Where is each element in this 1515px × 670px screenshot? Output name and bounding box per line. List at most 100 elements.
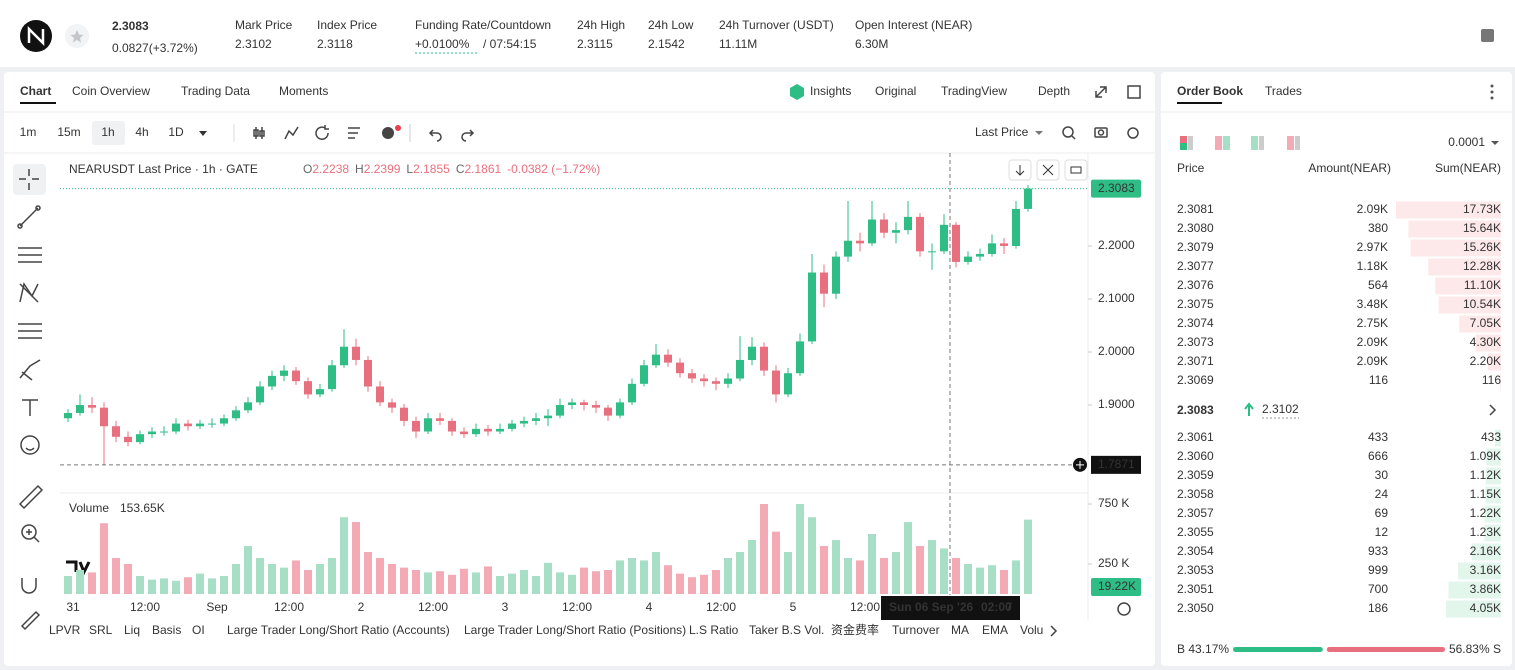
indicator[interactable]: Taker B.S Vol. <box>749 623 824 637</box>
book-price[interactable]: 2.3076 <box>1177 278 1214 292</box>
volume-bar <box>304 570 312 594</box>
book-price[interactable]: 2.3079 <box>1177 240 1214 254</box>
book-price[interactable]: 2.3069 <box>1177 373 1214 387</box>
book-price[interactable]: 2.3053 <box>1177 563 1214 577</box>
depth-bar <box>1438 296 1501 314</box>
book-price[interactable]: 2.3074 <box>1177 316 1214 330</box>
chevron[interactable] <box>1050 625 1058 637</box>
interval[interactable]: 1h <box>101 125 114 139</box>
caret[interactable] <box>1035 131 1043 135</box>
chart-tab[interactable]: Moments <box>279 84 328 98</box>
candle-body <box>148 431 156 435</box>
view-tab[interactable]: Original <box>875 84 916 98</box>
chevron[interactable] <box>1489 404 1497 416</box>
volume-bar <box>952 558 960 594</box>
more-menu[interactable] <box>1490 84 1494 100</box>
book-price[interactable]: 2.3060 <box>1177 449 1214 463</box>
view-tab[interactable]: TradingView <box>941 84 1007 98</box>
book-price[interactable]: 2.3073 <box>1177 335 1214 349</box>
indicator[interactable]: EMA <box>982 623 1008 637</box>
book-tab[interactable]: Order Book <box>1177 84 1243 98</box>
volume-bar <box>436 571 444 594</box>
book-price[interactable]: 2.3057 <box>1177 506 1214 520</box>
indicator[interactable]: LPVR <box>49 623 81 637</box>
indicator[interactable]: Basis <box>152 623 181 637</box>
sell-ratio: 56.83% S <box>1449 642 1501 656</box>
precision[interactable]: 0.0001 <box>1448 135 1485 149</box>
view-tab[interactable]: Depth <box>1038 84 1070 98</box>
candle-body <box>196 423 204 427</box>
header-icon[interactable] <box>1481 29 1494 42</box>
chart-tab[interactable]: Trading Data <box>181 84 250 98</box>
book-price[interactable]: 2.3061 <box>1177 430 1214 444</box>
candle-body <box>688 373 696 379</box>
stat-value: 2.1542 <box>648 37 685 51</box>
indicator[interactable]: OI <box>192 623 205 637</box>
expand-icon[interactable] <box>1095 86 1107 98</box>
book-price[interactable]: 2.3080 <box>1177 221 1214 235</box>
last-price: 2.3083 <box>112 19 149 33</box>
chart-tab[interactable]: Chart <box>20 84 51 98</box>
book-price[interactable]: 2.3055 <box>1177 525 1214 539</box>
book-price[interactable]: 2.3081 <box>1177 202 1214 216</box>
book-price[interactable]: 2.3051 <box>1177 582 1214 596</box>
indicator[interactable]: MA <box>951 623 969 637</box>
candle-body <box>652 354 660 366</box>
depth-bar <box>1435 277 1501 295</box>
book-price[interactable]: 2.3058 <box>1177 487 1214 501</box>
star-icon <box>70 30 84 43</box>
indicator[interactable]: Large Trader Long/Short Ratio (Positions… <box>464 623 686 637</box>
book-price[interactable]: 2.3059 <box>1177 468 1214 482</box>
candle-body <box>604 407 612 416</box>
y-tick-label: 2.0000 <box>1098 344 1135 358</box>
interval[interactable]: 15m <box>57 125 80 139</box>
y-tick-label: 250 K <box>1098 556 1129 570</box>
settings-icon[interactable] <box>1117 602 1131 616</box>
price-source[interactable]: Last Price <box>975 125 1029 139</box>
book-price[interactable]: 2.3054 <box>1177 544 1214 558</box>
candle-body <box>256 386 264 403</box>
stat-value: 6.30M <box>855 37 888 51</box>
candle-body <box>616 402 624 416</box>
indicator[interactable]: Liq <box>124 623 140 637</box>
ohlc-value: 2.2399 <box>364 162 401 176</box>
chart-tab[interactable]: Coin Overview <box>72 84 150 98</box>
volume-bar <box>1000 570 1008 594</box>
candle-body <box>820 272 828 294</box>
interval[interactable]: 1D <box>168 125 184 139</box>
volume-bar <box>328 558 336 594</box>
book-amount: 24 <box>1375 487 1389 501</box>
volume-bar <box>880 558 888 594</box>
book-price[interactable]: 2.3075 <box>1177 297 1214 311</box>
view-tab[interactable]: Insights <box>810 84 851 98</box>
volume-bar <box>736 552 744 594</box>
toolbar-icons[interactable] <box>253 124 1139 142</box>
caret[interactable] <box>1491 141 1499 145</box>
book-amount: 2.75K <box>1357 316 1388 330</box>
candle-body <box>904 216 912 231</box>
book-price[interactable]: 2.3050 <box>1177 601 1214 615</box>
indicator[interactable]: SRL <box>89 623 113 637</box>
interval[interactable]: 1m <box>20 125 37 139</box>
interval[interactable]: 4h <box>135 125 148 139</box>
depth-mode-icons[interactable] <box>1180 136 1300 150</box>
candle-body <box>220 418 228 424</box>
window-icon[interactable] <box>1127 85 1141 99</box>
indicator[interactable]: Volu <box>1020 623 1043 637</box>
book-tab[interactable]: Trades <box>1265 84 1302 98</box>
indicator[interactable]: L.S Ratio <box>689 623 739 637</box>
drawing-tools[interactable] <box>13 164 46 631</box>
book-price[interactable]: 2.3077 <box>1177 259 1214 273</box>
caret[interactable] <box>199 131 207 136</box>
indicator[interactable]: Turnover <box>892 623 940 637</box>
indicator[interactable]: Large Trader Long/Short Ratio (Accounts) <box>227 623 450 637</box>
indicator[interactable]: 资金费率 <box>831 622 879 637</box>
ohlc-change: -0.0382 (−1.72%) <box>507 162 600 176</box>
candle-body <box>388 402 396 408</box>
depth-bar <box>1495 429 1501 447</box>
ohlc-value: 2.2238 <box>312 162 349 176</box>
candle-body <box>508 423 516 429</box>
book-sum: 17.73K <box>1463 202 1501 216</box>
book-price[interactable]: 2.3071 <box>1177 354 1214 368</box>
volume-bar <box>100 523 108 594</box>
